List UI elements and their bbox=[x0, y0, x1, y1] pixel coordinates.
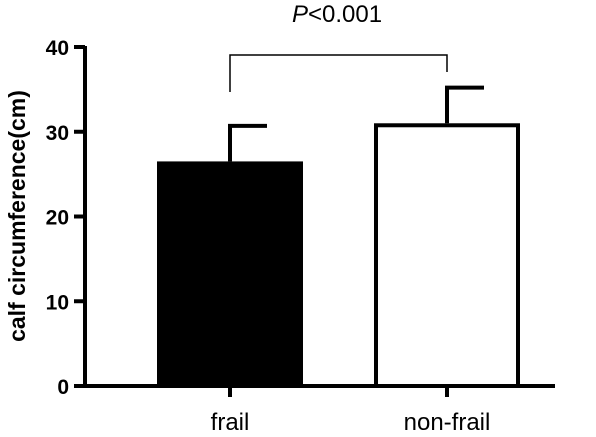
significance-bracket bbox=[229, 54, 448, 92]
y-axis-title: calf circumference(cm) bbox=[4, 90, 30, 342]
p-value-label: P<0.001 bbox=[292, 1, 382, 28]
p-value-symbol: P bbox=[292, 1, 308, 28]
y-tick-label-30: 30 bbox=[46, 122, 69, 145]
x-axis: frail non-frail bbox=[83, 384, 555, 436]
bar-frail bbox=[157, 161, 303, 388]
x-tick-label-frail: frail bbox=[211, 409, 250, 436]
y-axis: 0 10 20 30 40 bbox=[46, 37, 87, 399]
bracket-line bbox=[229, 54, 448, 92]
error-bars bbox=[228, 85, 484, 162]
bars bbox=[157, 123, 520, 389]
p-value-text: <0.001 bbox=[308, 1, 382, 28]
y-tick-label-40: 40 bbox=[46, 37, 69, 60]
y-tick-label-0: 0 bbox=[57, 376, 69, 399]
y-tick-label-20: 20 bbox=[46, 207, 69, 230]
bar-non-frail bbox=[374, 123, 520, 389]
x-tick-label-non-frail: non-frail bbox=[404, 409, 491, 436]
y-tick-label-10: 10 bbox=[46, 291, 69, 314]
